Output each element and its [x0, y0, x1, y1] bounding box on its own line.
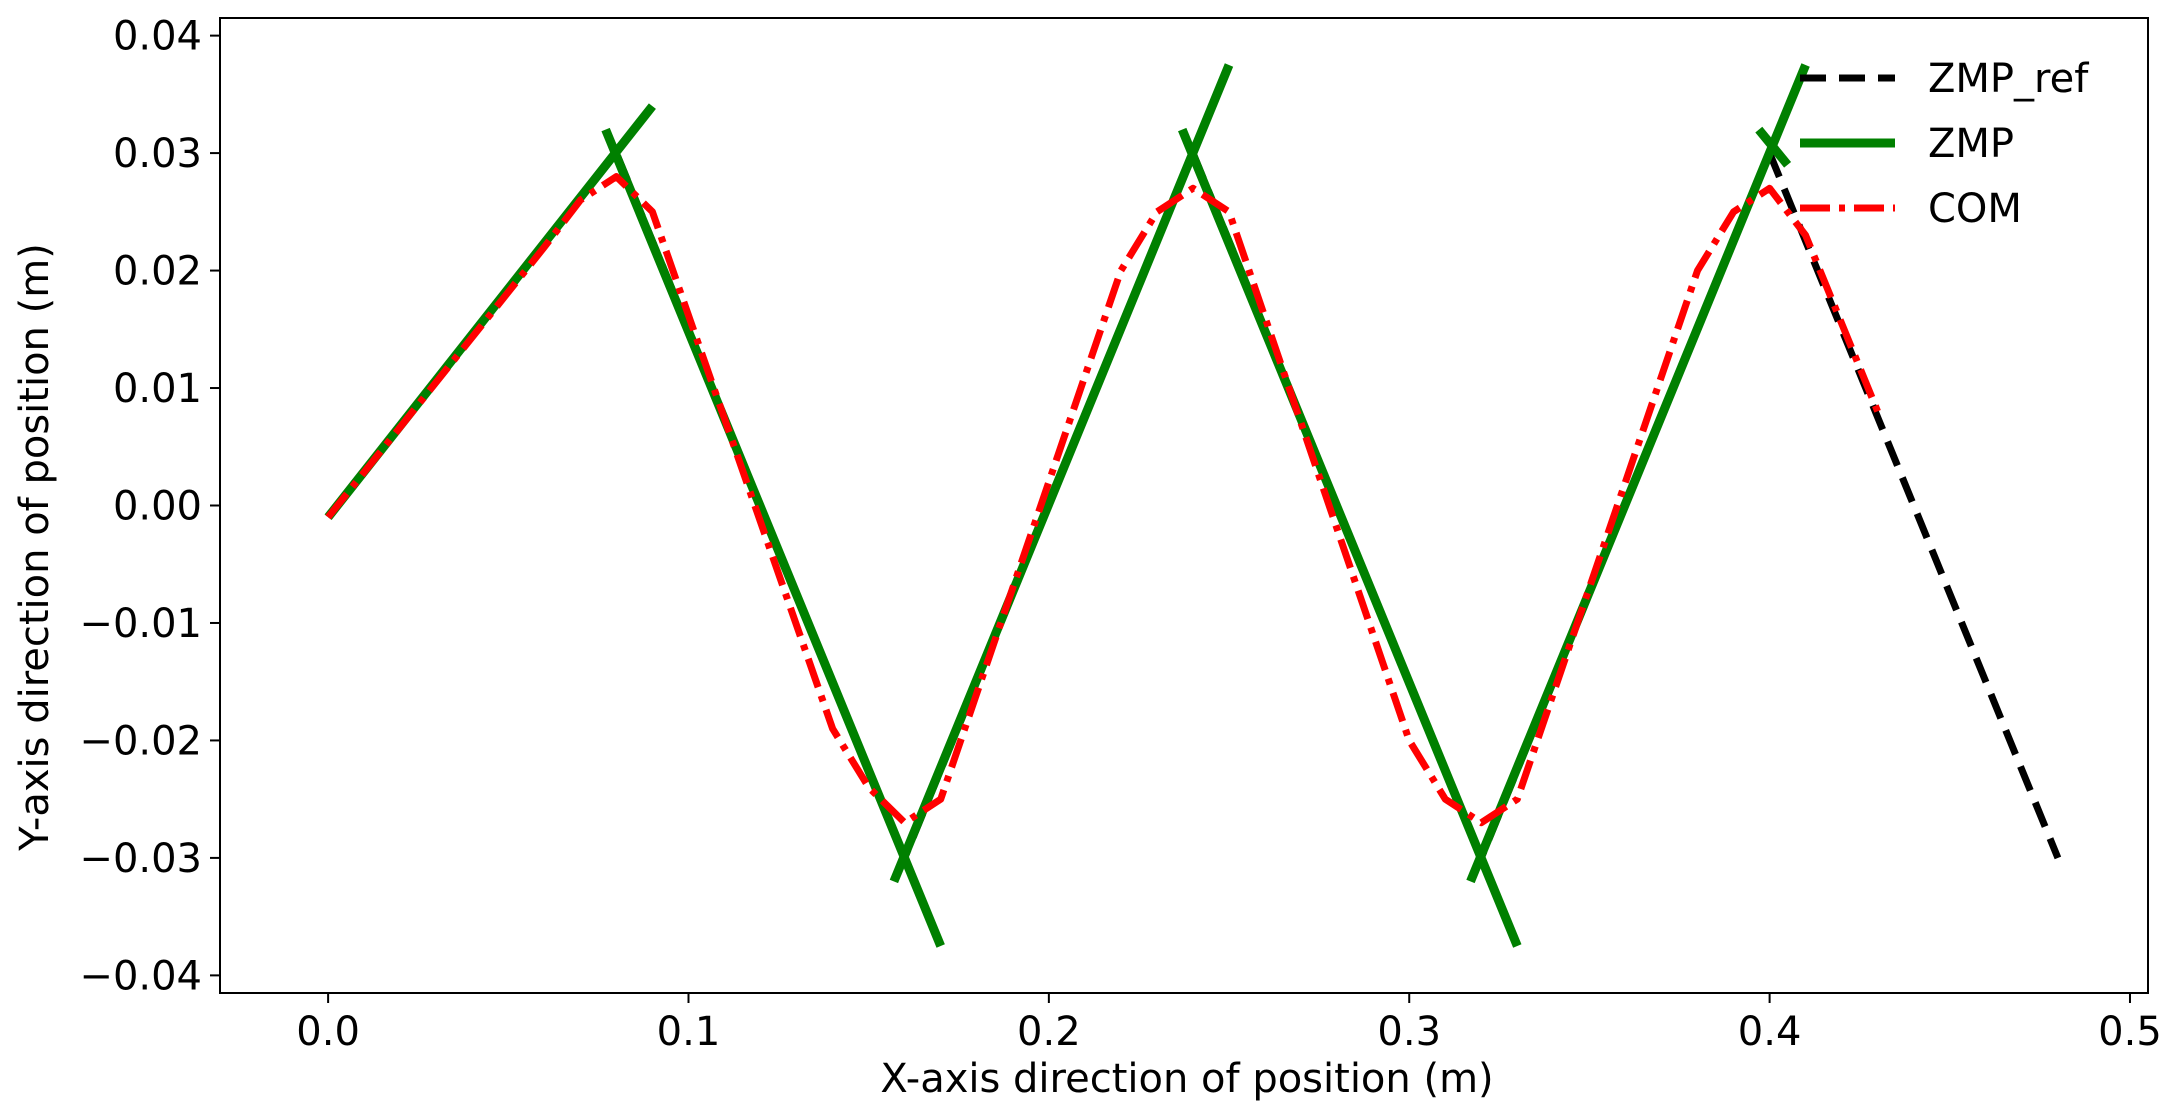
legend-label-com: COM	[1928, 186, 2022, 232]
y-tick-label: 0.02	[113, 249, 202, 295]
x-tick-label: 0.3	[1377, 1009, 1441, 1055]
y-tick-label: −0.01	[79, 601, 202, 647]
series-line-com	[325, 173, 1881, 827]
x-axis: 0.0 0.1 0.2 0.3 0.4 0.5	[296, 993, 2162, 1055]
y-tick-label: 0.03	[113, 131, 202, 177]
series-line-zmp	[1755, 126, 1792, 168]
y-tick-label: −0.04	[79, 953, 202, 999]
legend-label-zmp-ref: ZMP_ref	[1928, 56, 2089, 102]
y-tick-label: 0.01	[113, 366, 202, 412]
series-layer	[324, 63, 2062, 948]
series-line-zmp	[601, 127, 945, 948]
x-tick-label: 0.5	[2098, 1009, 2162, 1055]
x-tick-label: 0.2	[1017, 1009, 1081, 1055]
series-line-zmp-ref	[325, 149, 2062, 862]
x-axis-label: X-axis direction of position (m)	[880, 1056, 1493, 1102]
y-tick-label: −0.03	[79, 836, 202, 882]
series-line-zmp	[889, 63, 1234, 884]
x-tick-label: 0.4	[1738, 1009, 1802, 1055]
y-tick-label: 0.00	[113, 484, 202, 530]
series-line-zmp	[1178, 127, 1522, 948]
x-tick-label: 0.0	[296, 1009, 360, 1055]
series-line-zmp	[1466, 63, 1810, 884]
legend-label-zmp: ZMP	[1928, 121, 2014, 167]
y-tick-label: 0.04	[113, 14, 202, 60]
x-tick-label: 0.1	[657, 1009, 721, 1055]
legend: ZMP_ref ZMP COM	[1800, 56, 2089, 232]
y-axis: 0.04 0.03 0.02 0.01 0.00 −0.01 −0.02 −0.03 −0.04	[79, 14, 220, 999]
y-tick-label: −0.02	[79, 718, 202, 764]
y-axis-label: Y-axis direction of position (m)	[12, 243, 58, 852]
series-line-zmp	[324, 103, 656, 520]
